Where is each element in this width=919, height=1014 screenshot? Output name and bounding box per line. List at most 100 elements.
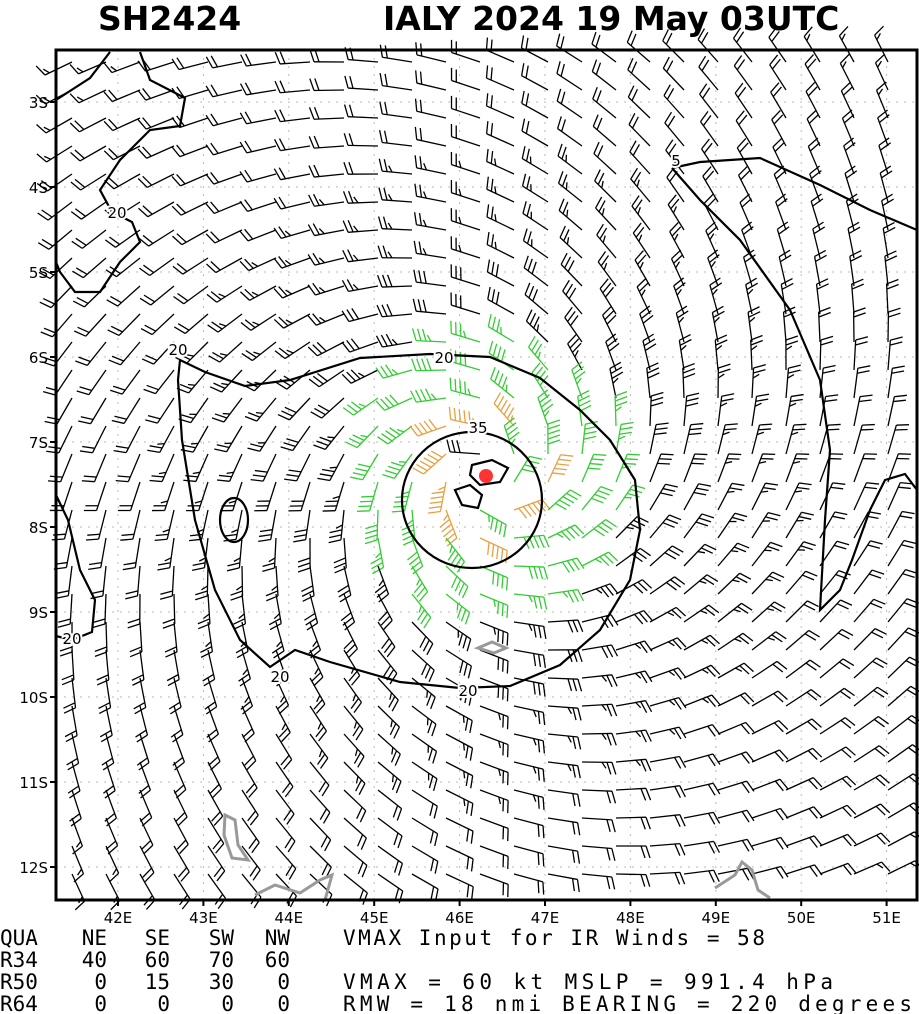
wind-barb	[520, 63, 549, 91]
barb	[315, 726, 325, 738]
wind-barb	[411, 649, 435, 683]
barb	[640, 701, 648, 713]
barb	[461, 586, 469, 599]
barb	[342, 249, 349, 262]
barb	[893, 399, 906, 403]
wind-barb	[137, 145, 175, 159]
barb-staff	[288, 397, 311, 421]
wind-barb	[342, 190, 379, 204]
barb	[730, 550, 739, 553]
wind-barb	[750, 334, 763, 371]
barb	[713, 869, 720, 882]
wind-barb	[205, 257, 243, 274]
barb	[411, 328, 417, 341]
barb	[289, 895, 297, 908]
barb	[879, 114, 890, 124]
wind-barb	[486, 204, 515, 231]
barb	[205, 263, 217, 273]
wind-barb	[343, 677, 362, 714]
barb	[64, 730, 77, 738]
barb	[273, 197, 282, 210]
wind-barb	[105, 845, 120, 883]
barb	[567, 764, 572, 772]
barb	[365, 524, 378, 530]
wind-barb	[343, 104, 379, 119]
barb	[564, 256, 572, 269]
barb	[329, 466, 337, 469]
wind-barb	[853, 453, 878, 483]
barb	[635, 550, 647, 560]
barb	[348, 670, 358, 682]
barb	[841, 33, 846, 41]
barb	[736, 59, 746, 71]
barb	[506, 716, 509, 730]
barb	[525, 93, 530, 106]
contour	[671, 156, 918, 232]
barb	[567, 310, 576, 322]
barb	[531, 339, 539, 352]
wind-barb	[887, 307, 901, 343]
barb	[793, 423, 807, 426]
barb	[140, 327, 153, 336]
barb	[273, 168, 282, 181]
barb	[279, 80, 286, 93]
wind-barb	[717, 602, 753, 623]
barb	[870, 602, 883, 609]
wind-barb	[887, 860, 919, 875]
barb	[151, 475, 165, 478]
wind-barb	[649, 545, 684, 567]
barb	[307, 254, 316, 266]
wind-barb	[479, 621, 509, 646]
wind-barb	[667, 194, 685, 231]
barb	[706, 696, 716, 707]
wind-barb	[37, 201, 73, 221]
barb	[393, 860, 399, 873]
barb	[210, 261, 221, 271]
barb-staff	[286, 369, 311, 390]
barb	[574, 524, 585, 535]
barb	[565, 182, 568, 190]
barb	[715, 345, 723, 351]
lon-label: 50E	[787, 909, 816, 927]
barb	[596, 90, 602, 103]
barb	[584, 430, 597, 435]
wind-barb	[240, 53, 277, 67]
barb	[283, 442, 296, 448]
wind-barb	[878, 137, 892, 175]
barb	[569, 489, 582, 497]
wind-barb	[649, 606, 686, 623]
wind-barb	[592, 114, 617, 147]
barb	[701, 668, 709, 674]
wind-barb	[819, 833, 857, 847]
barb	[375, 335, 383, 348]
barb	[678, 726, 687, 739]
wind-barb	[273, 256, 311, 269]
barb	[108, 148, 119, 158]
barb	[876, 81, 887, 91]
barb	[851, 278, 864, 285]
cell: 0	[94, 970, 107, 994]
barb	[342, 220, 349, 233]
wind-barb	[78, 397, 107, 425]
barb	[879, 774, 890, 784]
barb	[571, 361, 583, 371]
barb	[428, 669, 435, 683]
wind-barb	[343, 133, 379, 147]
barb-staff	[547, 733, 578, 738]
barb	[491, 289, 496, 302]
barb	[537, 739, 541, 753]
barb	[434, 861, 439, 874]
barb	[279, 51, 286, 64]
barb	[353, 225, 359, 232]
wind-barb	[751, 364, 766, 399]
barb	[58, 618, 71, 623]
barb	[380, 365, 389, 378]
wind-barb	[486, 231, 515, 259]
barb	[826, 428, 840, 431]
wind-barb	[547, 489, 582, 511]
barb	[576, 879, 580, 893]
wind-barb	[649, 871, 686, 885]
wind-barb	[887, 714, 919, 735]
barb	[611, 762, 617, 775]
barb	[844, 165, 856, 174]
